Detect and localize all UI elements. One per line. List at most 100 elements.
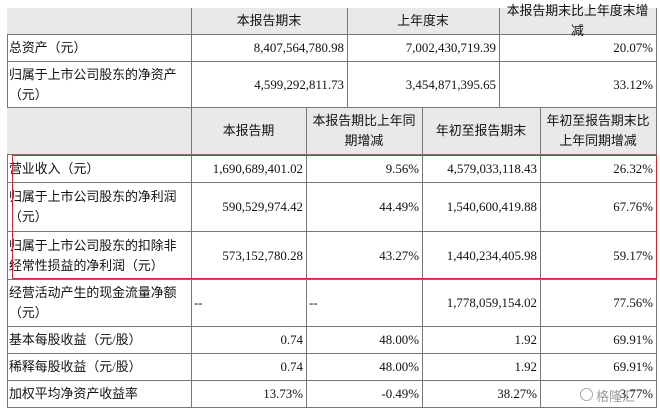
cell-text: 归属于上市公司股东的净利润（元）	[9, 190, 177, 224]
cell: 8,407,564,780.98	[192, 35, 348, 62]
cell: 69.91%	[541, 354, 657, 381]
row-label: 经营活动产生的现金流量净额（元）	[7, 280, 192, 327]
cell: --	[192, 280, 307, 327]
cell-text: 4,599,292,811.73	[254, 77, 344, 92]
cell-text: 0.74	[280, 360, 303, 374]
cell-text: 本报告期末比上年度末增减	[506, 4, 649, 38]
cell-text: 3,454,871,395.65	[405, 77, 496, 92]
cell-text: 26.32%	[613, 161, 653, 176]
watermark-icon	[580, 388, 593, 401]
row-label: 归属于上市公司股东的扣除非经常性损益的净利润（元）	[7, 232, 192, 280]
cell-text: 营业收入（元）	[9, 161, 100, 176]
cell-text: 稀释每股收益（元/股）	[9, 360, 142, 374]
cell-text: 年初至报告期末比上年同期增减	[546, 114, 650, 148]
cell: 59.17%	[541, 232, 657, 280]
cell-text: 573,152,780.28	[222, 248, 303, 263]
cell: 44.49%	[307, 183, 423, 232]
cell: 69.91%	[541, 327, 657, 354]
cell-text: 1.92	[514, 360, 537, 374]
cell: 77.56%	[541, 280, 657, 327]
cell: 67.76%	[541, 183, 657, 232]
cell: 7,002,430,719.39	[348, 35, 500, 62]
cell-text: 48.00%	[379, 360, 419, 374]
cell-text: 3.77%	[619, 387, 653, 401]
cell: 590,529,974.42	[192, 183, 307, 232]
cell-text: 基本每股收益（元/股）	[9, 333, 142, 347]
cell: 0.74	[192, 327, 307, 354]
cell: 4,579,033,118.43	[423, 155, 541, 183]
cell-text: 43.27%	[379, 248, 419, 263]
cell: 48.00%	[307, 354, 423, 381]
cell-text: 69.91%	[613, 333, 653, 347]
cell: 20.07%	[500, 35, 657, 62]
cell-text: 9.56%	[385, 161, 419, 176]
cell-text: 4,579,033,118.43	[447, 161, 537, 176]
cell: 1.92	[423, 354, 541, 381]
cell: 3.77%	[541, 381, 657, 408]
header-cell: 本报告期末比上年度末增减	[500, 4, 657, 38]
cell-text: 0.74	[280, 333, 303, 347]
cell: 1,440,234,405.98	[423, 232, 541, 280]
cell-text: -0.49%	[381, 387, 419, 401]
cell-text: 上年度末	[397, 14, 449, 28]
cell: -0.49%	[307, 381, 423, 408]
cell: --	[307, 280, 423, 327]
cell-text: 44.49%	[379, 200, 419, 214]
cell-text: 本报告期	[222, 124, 275, 138]
watermark: 格隆汇	[596, 390, 636, 405]
header-cell: 年初至报告期末比上年同期增减	[541, 108, 657, 155]
row-label: 归属于上市公司股东的净利润（元）	[7, 183, 192, 232]
cell-text: 1,690,689,401.02	[212, 161, 303, 176]
cell-text: --	[309, 296, 318, 310]
cell-text: 加权平均净资产收益率	[9, 387, 138, 401]
cell-text: 1,440,234,405.98	[446, 248, 537, 263]
cell-text: 48.00%	[379, 333, 419, 347]
cell: 48.00%	[307, 327, 423, 354]
cell-text: 77.56%	[613, 296, 653, 310]
cell-text: 1.92	[514, 333, 537, 347]
cell-text: 经营活动产生的现金流量净额（元）	[9, 286, 177, 320]
cell-text: --	[194, 296, 203, 310]
cell: 13.73%	[192, 381, 307, 408]
row-label: 营业收入（元）	[7, 155, 192, 183]
cell: 573,152,780.28	[192, 232, 307, 280]
cell: 1,540,600,419.88	[423, 183, 541, 232]
row-label: 基本每股收益（元/股）	[7, 327, 192, 354]
cell-text: 33.12%	[613, 77, 653, 92]
cell-text: 归属于上市公司股东的净资产（元）	[9, 67, 177, 102]
cell: 43.27%	[307, 232, 423, 280]
header-cell: 本报告期比上年同期增减	[307, 108, 423, 155]
cell-text: 本报告期末	[236, 14, 302, 28]
cell-text: 年初至报告期末	[435, 124, 527, 138]
cell: 1,690,689,401.02	[192, 155, 307, 183]
cell-text: 59.17%	[613, 248, 653, 263]
row-label: 稀释每股收益（元/股）	[7, 354, 192, 381]
cell: 1,778,059,154.02	[423, 280, 541, 327]
header-cell: 本报告期末	[192, 8, 348, 35]
cell-text: 13.73%	[263, 387, 303, 401]
cell-text: 8,407,564,780.98	[253, 41, 344, 55]
cell: 4,599,292,811.73	[192, 62, 348, 108]
cell-text: 67.76%	[613, 200, 653, 214]
cell-text: 1,778,059,154.02	[446, 296, 537, 310]
row-label: 总资产（元）	[7, 35, 192, 62]
cell: 26.32%	[541, 155, 657, 183]
header-cell: 上年度末	[348, 8, 500, 35]
cell-text: 7,002,430,719.39	[405, 41, 496, 55]
header-cell	[7, 8, 192, 35]
cell-text: 38.27%	[497, 387, 537, 401]
header-cell: 年初至报告期末	[423, 108, 541, 155]
cell-text: 1,540,600,419.88	[446, 200, 537, 214]
cell: 33.12%	[500, 62, 657, 108]
cell: 1.92	[423, 327, 541, 354]
cell-text: 590,529,974.42	[222, 200, 303, 214]
header-cell: 本报告期	[192, 108, 307, 155]
cell-text: 总资产（元）	[9, 41, 87, 55]
cell-text: 本报告期比上年同期增减	[312, 114, 416, 148]
cell-text: 20.07%	[613, 41, 653, 55]
cell: 9.56%	[307, 155, 423, 183]
cell: 38.27%	[423, 381, 541, 408]
header-cell	[7, 108, 192, 155]
cell: 0.74	[192, 354, 307, 381]
